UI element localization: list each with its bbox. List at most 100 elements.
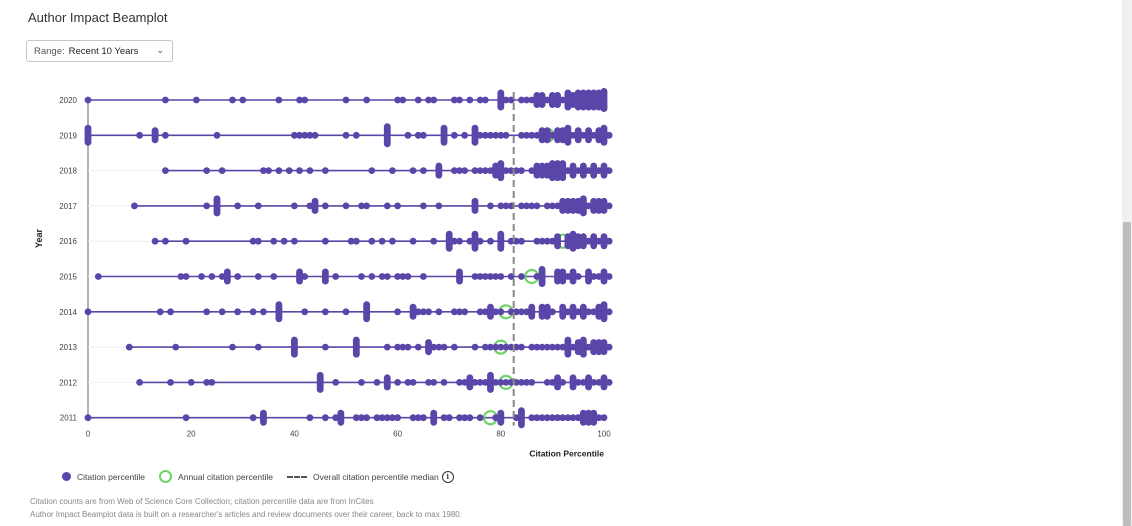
citation-point (383, 273, 391, 280)
citation-point (595, 89, 603, 111)
citation-point (420, 308, 427, 316)
citation-point (595, 339, 603, 356)
citation-point (409, 303, 417, 320)
citation-point (502, 96, 510, 104)
citation-point (579, 336, 587, 358)
citation-point (497, 160, 505, 182)
citation-point (440, 414, 448, 422)
citation-point (605, 379, 613, 386)
annual-ring-icon (159, 470, 173, 483)
citation-point (569, 268, 577, 285)
citation-point (564, 308, 572, 316)
citation-point (373, 379, 381, 386)
citation-point (471, 230, 479, 252)
citation-point (420, 202, 427, 210)
citation-point (600, 374, 608, 391)
citation-dot-icon (62, 472, 71, 481)
citation-point (585, 202, 592, 210)
range-dropdown[interactable]: Range: Recent 10 Years ⌄ (26, 40, 173, 62)
citation-point (487, 131, 494, 139)
citation-point (466, 237, 474, 245)
citation-point (321, 343, 329, 351)
citation-point (595, 379, 603, 386)
citation-point (554, 268, 561, 285)
citation-point (543, 379, 551, 386)
citation-point (569, 230, 577, 252)
citation-point (342, 96, 350, 104)
citation-point (456, 96, 463, 104)
citation-point (518, 202, 525, 210)
citation-point (497, 89, 505, 111)
citation-point (605, 167, 613, 175)
citation-point (172, 343, 180, 351)
citation-point (528, 167, 536, 175)
citation-point (605, 202, 613, 210)
citation-point (332, 414, 340, 422)
citation-point (533, 202, 541, 210)
citation-point (533, 162, 541, 179)
citation-point (590, 162, 598, 179)
citation-point (182, 414, 190, 422)
citation-point (476, 379, 484, 386)
range-value: Recent 10 Years (68, 45, 139, 57)
citation-point (306, 414, 314, 422)
citation-point (450, 237, 458, 245)
citation-point (559, 414, 567, 422)
citation-point (487, 202, 494, 210)
citation-point (481, 131, 489, 139)
citation-point (373, 414, 381, 422)
citation-point (585, 237, 592, 245)
citation-point (430, 96, 438, 104)
citation-point (254, 237, 262, 245)
citation-point (579, 195, 587, 217)
citation-point (249, 237, 257, 245)
citation-point (409, 414, 417, 422)
y-tick-label: 2017 (59, 202, 77, 211)
legend: Citation percentile Annual citation perc… (62, 470, 468, 483)
citation-point (203, 167, 211, 175)
legend-annual-label: Annual citation percentile (178, 471, 274, 482)
citation-point (84, 124, 92, 146)
citation-point (476, 167, 484, 175)
citation-point (523, 202, 530, 210)
citation-point (94, 273, 102, 280)
citation-point (409, 167, 417, 175)
citation-point (585, 308, 592, 316)
citation-point (502, 343, 510, 351)
citation-point (466, 374, 474, 391)
citation-point (296, 131, 303, 139)
citation-point (383, 123, 391, 148)
citation-point (600, 124, 608, 146)
citation-point (425, 96, 432, 104)
citation-point (543, 96, 551, 104)
citation-point (167, 308, 174, 316)
citation-point (492, 414, 500, 422)
citation-point (471, 167, 479, 175)
citation-point (518, 273, 525, 280)
citation-point (481, 167, 489, 175)
y-tick-label: 2016 (59, 237, 77, 246)
citation-point (394, 96, 401, 104)
y-tick-label: 2019 (59, 131, 77, 140)
info-icon[interactable]: i (441, 470, 454, 483)
y-tick-label: 2018 (59, 167, 77, 176)
citation-point (218, 273, 226, 280)
citation-point (450, 131, 458, 139)
citation-point (337, 409, 345, 426)
citation-point (291, 237, 298, 245)
scrollbar-thumb[interactable] (1123, 222, 1131, 526)
citation-point (569, 343, 577, 351)
citation-point (296, 96, 303, 104)
y-tick-label: 2013 (59, 343, 77, 352)
citation-point (239, 96, 247, 104)
citation-point (492, 273, 500, 280)
citation-point (461, 131, 469, 139)
citation-point (569, 162, 577, 179)
citation-point (435, 202, 443, 210)
citation-point (574, 167, 582, 175)
citation-point (600, 414, 608, 422)
citation-point (579, 409, 587, 426)
citation-point (445, 414, 453, 422)
citation-point (523, 379, 530, 386)
citation-point (167, 379, 174, 386)
